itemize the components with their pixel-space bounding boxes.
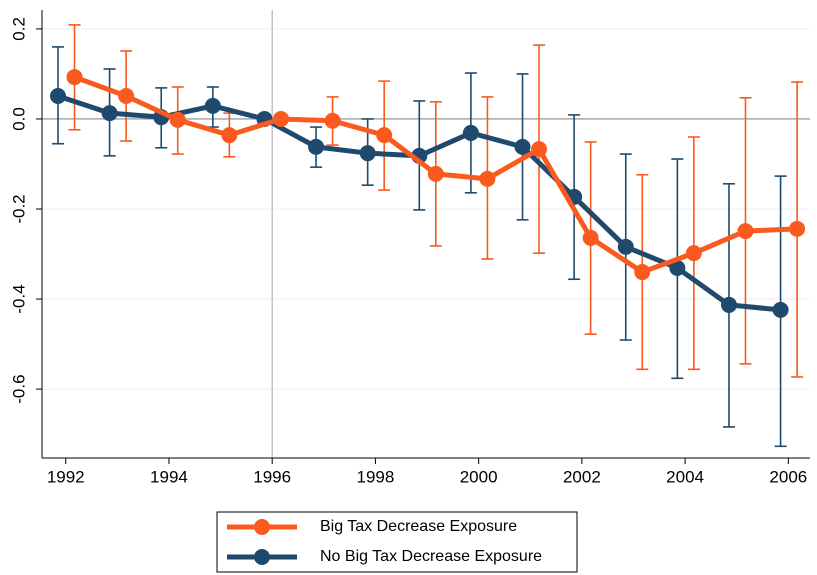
y-tick-label: 0.2 [9, 17, 28, 41]
data-point [359, 145, 376, 162]
data-point [720, 296, 737, 313]
data-point [685, 245, 702, 262]
x-tick-label: 2004 [666, 467, 704, 486]
data-point [376, 127, 393, 144]
data-point [204, 97, 221, 114]
x-tick-label: 1994 [150, 467, 188, 486]
data-point [634, 264, 651, 281]
legend-label: No Big Tax Decrease Exposure [320, 548, 542, 565]
data-point [617, 238, 634, 255]
x-tick-label: 2000 [460, 467, 498, 486]
data-point [118, 87, 135, 104]
legend-marker [254, 549, 270, 565]
y-tick-label: -0.4 [9, 284, 28, 313]
data-point [737, 223, 754, 240]
y-tick-label: -0.6 [9, 374, 28, 403]
x-tick-label: 1998 [357, 467, 395, 486]
data-point [582, 229, 599, 246]
data-point [531, 141, 548, 158]
data-point [221, 127, 238, 144]
data-point [789, 220, 806, 237]
data-point [669, 259, 686, 276]
data-point [462, 124, 479, 141]
data-point [272, 110, 289, 127]
data-point [514, 138, 531, 155]
y-tick-label: -0.2 [9, 194, 28, 223]
data-point [772, 301, 789, 318]
data-point [101, 105, 118, 122]
data-point [479, 170, 496, 187]
legend-box [216, 511, 578, 573]
data-point [50, 87, 66, 104]
data-point [66, 69, 83, 86]
data-point [169, 111, 186, 128]
y-tick-label: 0.0 [9, 107, 28, 131]
legend-label: Big Tax Decrease Exposure [320, 518, 517, 535]
data-point [427, 165, 444, 182]
x-tick-label: 2002 [563, 467, 601, 486]
data-point [324, 112, 341, 129]
x-tick-label: 1992 [47, 467, 85, 486]
data-point [308, 138, 325, 155]
x-tick-label: 2006 [769, 467, 807, 486]
x-tick-label: 1996 [253, 467, 291, 486]
legend-marker [254, 519, 270, 535]
